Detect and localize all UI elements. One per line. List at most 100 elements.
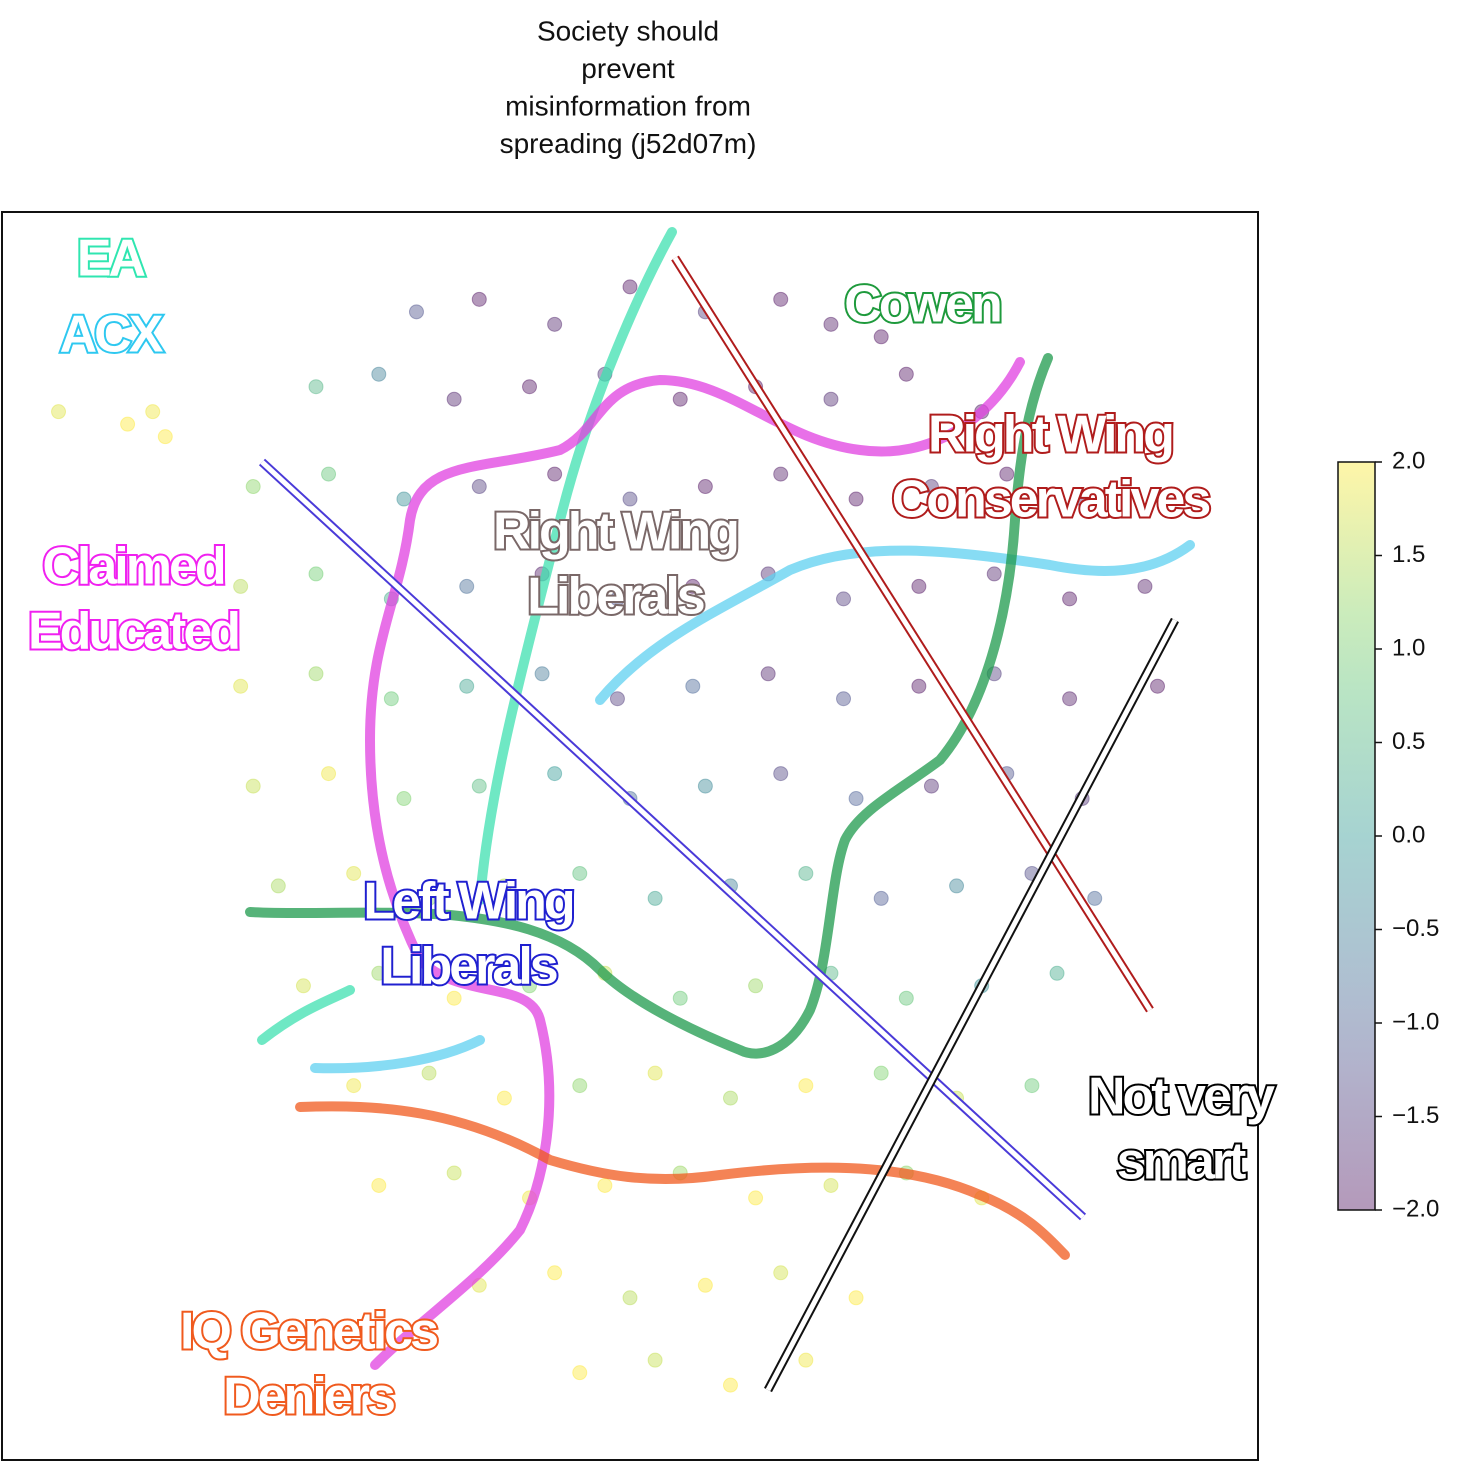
point	[522, 379, 538, 395]
point	[798, 865, 814, 881]
point	[823, 1177, 839, 1193]
annotation: Left Wing	[363, 873, 573, 931]
point	[1049, 965, 1065, 981]
point	[1150, 678, 1166, 694]
point	[748, 1190, 764, 1206]
title: Society should prevent misinformation from…	[500, 15, 757, 159]
colorbar-ticks: 2.0 1.5 1.0 0.5 0.0 −0.5 −1.0 −1.5 −2.0	[1375, 447, 1439, 1222]
colorbar-tick-label: 1.5	[1392, 541, 1425, 568]
colorbar-tick-label: 1.0	[1392, 634, 1425, 661]
point	[848, 791, 864, 807]
point	[308, 379, 324, 395]
point	[51, 404, 67, 420]
annotation: EA	[77, 230, 146, 288]
point	[371, 366, 387, 382]
annotation: Liberals	[527, 568, 703, 626]
point	[1137, 578, 1153, 594]
acx-curve	[595, 540, 1195, 705]
cowen-curve	[245, 353, 1053, 1059]
point	[1087, 890, 1103, 906]
point	[145, 404, 161, 420]
annotation: Deniers	[223, 1368, 394, 1426]
plot-frame	[1, 211, 1259, 1461]
point	[471, 479, 487, 495]
point	[773, 766, 789, 782]
point	[321, 466, 337, 482]
divider	[765, 618, 1178, 1392]
point	[949, 878, 965, 894]
point	[773, 291, 789, 307]
point	[823, 391, 839, 407]
point	[383, 691, 399, 707]
annotation: Claimed	[42, 538, 224, 596]
overlay-curves	[245, 227, 1195, 1393]
ea-curve	[475, 227, 677, 905]
point	[622, 491, 638, 507]
point	[321, 766, 337, 782]
point	[270, 878, 286, 894]
point	[848, 491, 864, 507]
point	[245, 479, 261, 495]
point	[308, 666, 324, 682]
point	[446, 1165, 462, 1181]
point	[572, 865, 588, 881]
colorbar-tick-label: 0.0	[1392, 821, 1425, 848]
point	[697, 1277, 713, 1293]
point	[496, 878, 512, 894]
point	[371, 1177, 387, 1193]
annotation: ACX	[60, 306, 164, 364]
point	[1062, 591, 1078, 607]
point	[986, 566, 1002, 582]
point	[622, 1290, 638, 1306]
point	[1074, 491, 1090, 507]
point	[999, 466, 1015, 482]
point	[120, 416, 136, 432]
point	[773, 1265, 789, 1281]
point	[308, 566, 324, 582]
colorbar-tick-label: −1.0	[1392, 1008, 1439, 1035]
point	[873, 890, 889, 906]
point	[647, 1065, 663, 1081]
chart-title: spreading (j52d07m)	[500, 128, 757, 159]
point	[245, 778, 261, 794]
annotation: Right Wing	[493, 503, 737, 561]
point	[722, 1377, 738, 1393]
point	[522, 978, 538, 994]
point	[609, 691, 625, 707]
colorbar-tick-label: −2.0	[1392, 1195, 1439, 1222]
point	[1024, 1078, 1040, 1094]
point	[547, 466, 563, 482]
point	[873, 1065, 889, 1081]
colorbar	[1337, 461, 1376, 1211]
point	[446, 391, 462, 407]
colorbar-tick-label: 2.0	[1392, 447, 1425, 474]
point	[798, 1078, 814, 1094]
point	[534, 666, 550, 682]
point	[898, 366, 914, 382]
point	[622, 279, 638, 295]
point	[823, 316, 839, 332]
point	[609, 591, 625, 607]
point	[798, 1352, 814, 1368]
divider	[672, 256, 1153, 1012]
annotation: Right Wing	[928, 406, 1172, 464]
annotations: EA ACX Cowen Right Wing Conservatives Right W…	[26, 228, 1280, 1428]
annotation: smart	[1117, 1133, 1246, 1191]
point	[459, 678, 475, 694]
point	[923, 479, 939, 495]
point	[157, 429, 173, 445]
point	[421, 1065, 437, 1081]
point	[295, 978, 311, 994]
point	[911, 578, 927, 594]
point	[697, 479, 713, 495]
point	[233, 578, 249, 594]
point	[572, 1078, 588, 1094]
point	[647, 1352, 663, 1368]
point	[685, 578, 701, 594]
iq-curve	[295, 1101, 1070, 1260]
point	[371, 965, 387, 981]
point	[836, 591, 852, 607]
point	[647, 890, 663, 906]
point	[923, 778, 939, 794]
